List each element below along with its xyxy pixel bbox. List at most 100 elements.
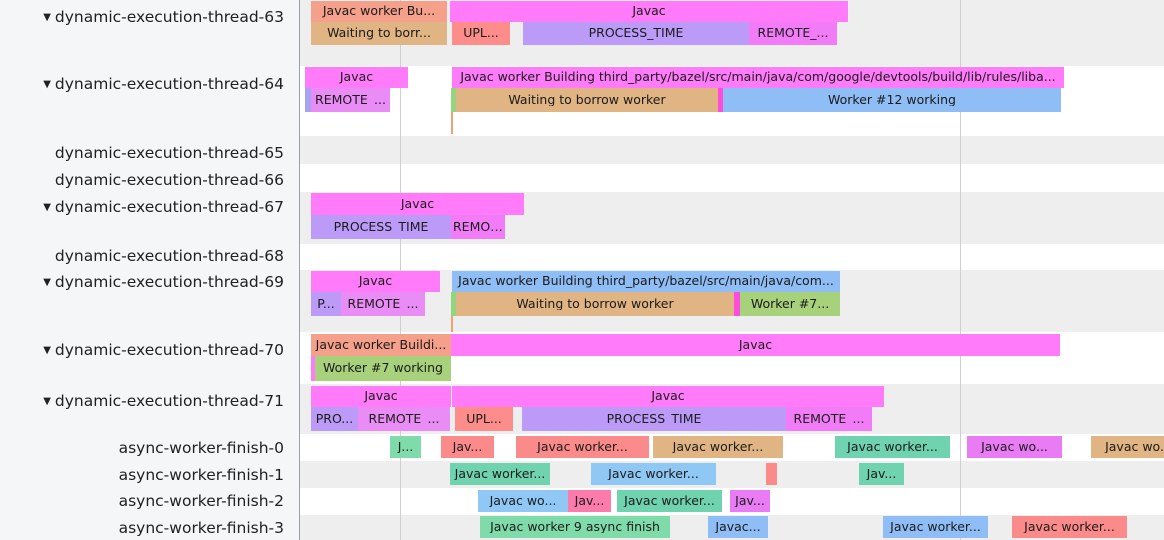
trace-slice[interactable]: Javac worker Bu... <box>311 1 447 22</box>
trace-slice[interactable]: REMOTE_... <box>451 215 505 239</box>
chevron-down-icon[interactable]: ▼ <box>43 277 51 288</box>
trace-slice[interactable]: Javac wo... <box>478 490 568 512</box>
row-label-dynamic-execution-thread-68[interactable]: dynamic-execution-thread-68 <box>0 247 292 265</box>
row-label-text: dynamic-execution-thread-71 <box>54 392 284 410</box>
row-label-dynamic-execution-thread-65[interactable]: dynamic-execution-thread-65 <box>0 144 292 162</box>
trace-slice-label: Worker #7... <box>750 297 830 311</box>
row-label-text: dynamic-execution-thread-65 <box>54 144 284 162</box>
trace-slice[interactable]: PROCESS_TIME <box>522 407 786 431</box>
trace-slice-label: Javac wo... <box>1105 440 1164 454</box>
trace-slice[interactable]: Javac worker... <box>653 436 783 458</box>
trace-slice[interactable]: P... <box>311 292 341 316</box>
trace-slice[interactable]: Javac wo... <box>967 436 1062 458</box>
trace-slice[interactable] <box>451 112 453 134</box>
trace-slice[interactable] <box>311 356 315 381</box>
trace-slice[interactable]: Worker #12 working <box>723 88 1061 112</box>
trace-slice[interactable]: J... <box>390 436 421 458</box>
row-label-text: async-worker-finish-1 <box>118 466 284 484</box>
trace-slice[interactable]: REMOTE_... <box>358 407 450 431</box>
trace-slice-label: Javac worker Buildi... <box>315 338 447 352</box>
chevron-down-icon[interactable]: ▼ <box>43 202 51 213</box>
trace-slice[interactable]: Waiting to borrow worker <box>456 88 718 112</box>
trace-slice[interactable]: Javac worker... <box>617 490 722 512</box>
row-label-dynamic-execution-thread-66[interactable]: dynamic-execution-thread-66 <box>0 172 292 189</box>
trace-slice[interactable]: REMOTE_... <box>786 407 872 431</box>
trace-slice[interactable]: Javac wo... <box>1091 436 1164 458</box>
trace-slice[interactable] <box>305 88 311 112</box>
trace-slice[interactable]: Javac <box>450 1 848 22</box>
trace-slice[interactable]: UPL... <box>452 22 510 45</box>
trace-slice-label: REMOTE_... <box>757 27 829 40</box>
trace-slice[interactable]: Worker #7... <box>740 292 840 316</box>
trace-slice-label: UPL... <box>463 27 499 40</box>
trace-slice-label: Javac <box>400 197 435 211</box>
trace-slice[interactable]: PRO... <box>311 407 358 431</box>
row-label-text: dynamic-execution-thread-68 <box>54 247 284 265</box>
row-label-dynamic-execution-thread-69[interactable]: ▼ dynamic-execution-thread-69 <box>0 274 292 291</box>
row-label-dynamic-execution-thread-71[interactable]: ▼ dynamic-execution-thread-71 <box>0 392 292 410</box>
trace-slice[interactable]: REMOTE_... <box>341 292 425 316</box>
trace-slice[interactable] <box>451 316 453 332</box>
row-label-dynamic-execution-thread-67[interactable]: ▼ dynamic-execution-thread-67 <box>0 199 292 216</box>
trace-slice[interactable]: Javac <box>311 271 440 292</box>
trace-slice[interactable]: Javac <box>311 193 524 215</box>
trace-slice[interactable]: Jav... <box>859 463 904 485</box>
trace-slice[interactable] <box>451 292 456 316</box>
trace-slice[interactable]: Javac worker Building third_party/bazel/… <box>452 67 1064 88</box>
chevron-down-icon[interactable]: ▼ <box>43 396 51 407</box>
trace-slice[interactable]: Javac <box>451 334 1060 356</box>
trace-slice[interactable]: Jav... <box>730 490 770 512</box>
trace-slice[interactable]: Waiting to borrow worker <box>456 292 734 316</box>
trace-slice[interactable]: Javac worker 9 async finish <box>480 516 670 538</box>
trace-slice[interactable] <box>766 463 777 485</box>
row-label-async-worker-finish-2[interactable]: async-worker-finish-2 <box>0 493 292 510</box>
trace-slice[interactable]: Javac <box>452 386 884 407</box>
trace-slice-label: Javac <box>632 5 666 18</box>
trace-slice[interactable]: Javac worker... <box>516 436 649 458</box>
row-label-dynamic-execution-thread-63[interactable]: ▼ dynamic-execution-thread-63 <box>0 8 292 26</box>
trace-slice-label: Javac worker... <box>454 467 546 481</box>
trace-slice-label: PROCESS_TIME <box>333 220 429 234</box>
trace-slice[interactable]: UPL... <box>455 407 513 431</box>
trace-slice[interactable]: REMOTE_... <box>749 22 837 45</box>
trace-slice-label: Worker #12 working <box>828 93 956 107</box>
time-gridline <box>960 0 961 540</box>
trace-slice[interactable]: Javac worker... <box>591 463 716 485</box>
trace-slice[interactable]: Javac worker... <box>835 436 950 458</box>
trace-slice[interactable]: Waiting to borr... <box>311 22 447 45</box>
trace-slice[interactable]: PROCESS_TIME <box>311 215 451 239</box>
row-label-async-worker-finish-1[interactable]: async-worker-finish-1 <box>0 466 292 484</box>
trace-slice-label: Javac worker... <box>890 520 981 534</box>
trace-slice-label: REMOTE_... <box>793 412 865 426</box>
row-label-text: async-worker-finish-0 <box>118 439 284 457</box>
trace-slice-label: REMOTE_... <box>347 297 419 311</box>
chevron-down-icon[interactable]: ▼ <box>43 79 51 90</box>
trace-slice[interactable]: REMOTE_... <box>311 88 390 112</box>
trace-slice[interactable] <box>734 292 740 316</box>
chevron-down-icon[interactable]: ▼ <box>43 345 51 356</box>
trace-slice[interactable] <box>718 88 723 112</box>
row-label-text: dynamic-execution-thread-63 <box>54 8 284 26</box>
trace-slice[interactable]: Javac worker... <box>450 463 550 485</box>
row-label-dynamic-execution-thread-70[interactable]: ▼ dynamic-execution-thread-70 <box>0 341 292 359</box>
trace-slice[interactable] <box>451 88 456 112</box>
trace-slice-label: Javac worker... <box>1024 520 1115 534</box>
row-label-async-worker-finish-3[interactable]: async-worker-finish-3 <box>0 520 292 537</box>
row-label-async-worker-finish-0[interactable]: async-worker-finish-0 <box>0 439 292 457</box>
trace-slice[interactable]: PROCESS_TIME <box>523 22 749 45</box>
trace-slice[interactable]: Javac worker Building third_party/bazel/… <box>452 271 840 292</box>
trace-slice-label: Javac <box>339 71 374 84</box>
chevron-down-icon[interactable]: ▼ <box>43 12 51 23</box>
trace-slice[interactable]: Jav... <box>568 490 611 512</box>
trace-slice[interactable]: Javac worker Buildi... <box>311 334 451 356</box>
row-label-dynamic-execution-thread-64[interactable]: ▼ dynamic-execution-thread-64 <box>0 76 292 93</box>
trace-slice[interactable]: Jav... <box>441 436 494 458</box>
trace-slice[interactable]: Javac worker... <box>883 516 988 538</box>
trace-slice[interactable]: Javac <box>311 386 451 407</box>
trace-slice-label: Javac worker Building third_party/bazel/… <box>460 71 1056 84</box>
trace-slice[interactable]: Javac <box>305 67 408 88</box>
trace-slice[interactable]: Worker #7 working <box>315 356 451 381</box>
row-label-text: dynamic-execution-thread-70 <box>54 341 284 359</box>
trace-slice[interactable]: Javac worker... <box>1012 516 1127 538</box>
trace-slice[interactable]: Javac... <box>708 516 768 538</box>
